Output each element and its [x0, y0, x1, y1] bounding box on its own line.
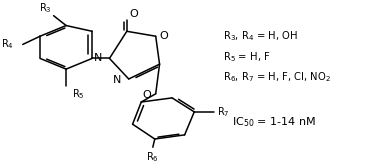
Text: O: O [143, 90, 151, 100]
Text: R$_6$: R$_6$ [146, 151, 159, 164]
Text: R$_5$ = H, F: R$_5$ = H, F [223, 50, 270, 64]
Text: R$_4$: R$_4$ [1, 38, 14, 51]
Text: O: O [160, 31, 168, 41]
Text: R$_3$, R$_4$ = H, OH: R$_3$, R$_4$ = H, OH [223, 29, 297, 43]
Text: N: N [94, 53, 102, 63]
Text: R$_3$: R$_3$ [39, 1, 52, 15]
Text: N: N [113, 75, 121, 85]
Text: R$_5$: R$_5$ [71, 87, 84, 101]
Text: IC$_{50}$ = 1-14 nM: IC$_{50}$ = 1-14 nM [232, 115, 316, 129]
Text: R$_6$, R$_7$ = H, F, Cl, NO$_2$: R$_6$, R$_7$ = H, F, Cl, NO$_2$ [223, 70, 330, 84]
Text: R$_7$: R$_7$ [217, 105, 230, 119]
Text: O: O [130, 9, 138, 19]
